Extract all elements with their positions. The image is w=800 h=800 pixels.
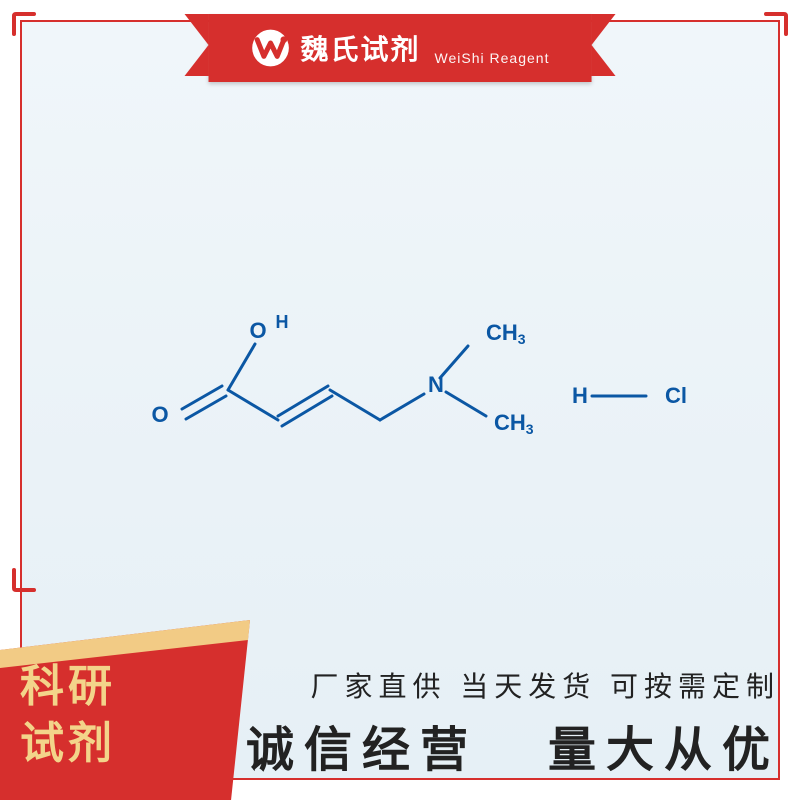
- footer-bottom-a: 诚信经营: [246, 724, 478, 777]
- footer-bottom-line: 诚信经营 量大从优: [246, 710, 780, 780]
- footer-bar: 科研 试剂 厂家直供 当天发货 可按需定制 诚信经营 量大从优: [0, 600, 800, 800]
- corner-bracket-tl: [12, 12, 36, 36]
- badge-line-2: 试剂: [20, 715, 116, 772]
- product-card: 魏氏试剂 WeiShi Reagent: [0, 0, 800, 800]
- brand-ribbon: 魏氏试剂 WeiShi Reagent: [209, 14, 592, 82]
- footer-bottom-spacer: [501, 724, 524, 777]
- label-o-left: O: [151, 402, 168, 427]
- corner-bracket-tr: [764, 12, 788, 36]
- header-ribbon: 魏氏试剂 WeiShi Reagent: [209, 14, 592, 82]
- corner-bracket-bl: [12, 568, 36, 592]
- footer-badge-text: 科研 试剂: [20, 658, 116, 772]
- footer-bottom-b: 量大从优: [548, 724, 780, 777]
- label-cl-right: Cl: [665, 383, 687, 408]
- label-ch3-top: CH3: [486, 320, 526, 347]
- brand-name-cn: 魏氏试剂: [301, 28, 421, 68]
- label-h-right: H: [572, 383, 588, 408]
- brand-name-en: WeiShi Reagent: [435, 50, 550, 66]
- brand-logo-icon: [251, 28, 291, 68]
- label-ch3-bot: CH3: [494, 410, 534, 437]
- label-o-top: O: [249, 318, 266, 343]
- label-h-top: H: [276, 312, 289, 332]
- label-n: N: [428, 372, 444, 397]
- molecule-structure: O O H N CH3 CH3 H Cl: [0, 300, 800, 480]
- footer-mid-line: 厂家直供 当天发货 可按需定制: [310, 665, 780, 705]
- badge-line-1: 科研: [20, 658, 116, 715]
